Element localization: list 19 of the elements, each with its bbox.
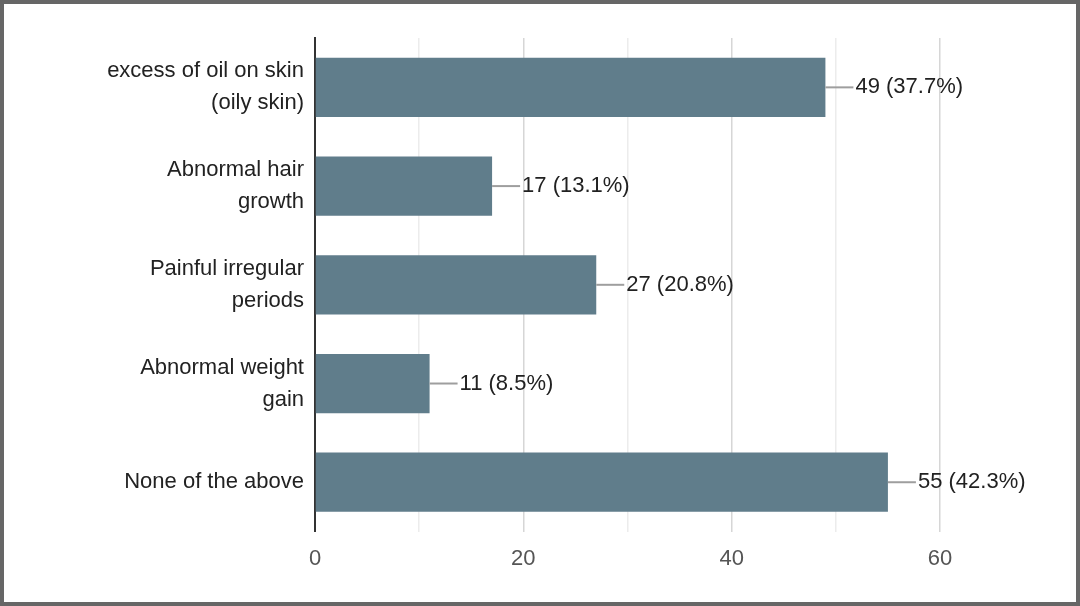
y-tick-label: Abnormal hair growth: [167, 156, 304, 214]
x-tick-label: 20: [511, 544, 536, 570]
y-tick-label: None of the above: [124, 468, 304, 494]
y-tick-label: Abnormal weight gain: [140, 353, 304, 411]
y-tick-label: excess of oil on skin (oily skin): [107, 57, 304, 115]
data-label: 49 (37.7%): [855, 73, 964, 99]
bar: [315, 452, 888, 512]
bar: [315, 255, 597, 315]
data-label: 17 (13.1%): [522, 172, 630, 198]
x-tick-label: 40: [719, 544, 744, 570]
x-tick-label: 0: [308, 544, 322, 570]
y-tick-label: Painful irregular periods: [149, 254, 304, 312]
bar: [315, 57, 826, 117]
bar: [315, 353, 430, 414]
bar: [315, 156, 493, 216]
x-tick-label: 60: [927, 544, 953, 570]
data-label: 11 (8.5%): [459, 369, 554, 395]
data-label: 55 (42.3%): [917, 468, 1026, 494]
data-label: 27 (20.8%): [626, 270, 734, 296]
